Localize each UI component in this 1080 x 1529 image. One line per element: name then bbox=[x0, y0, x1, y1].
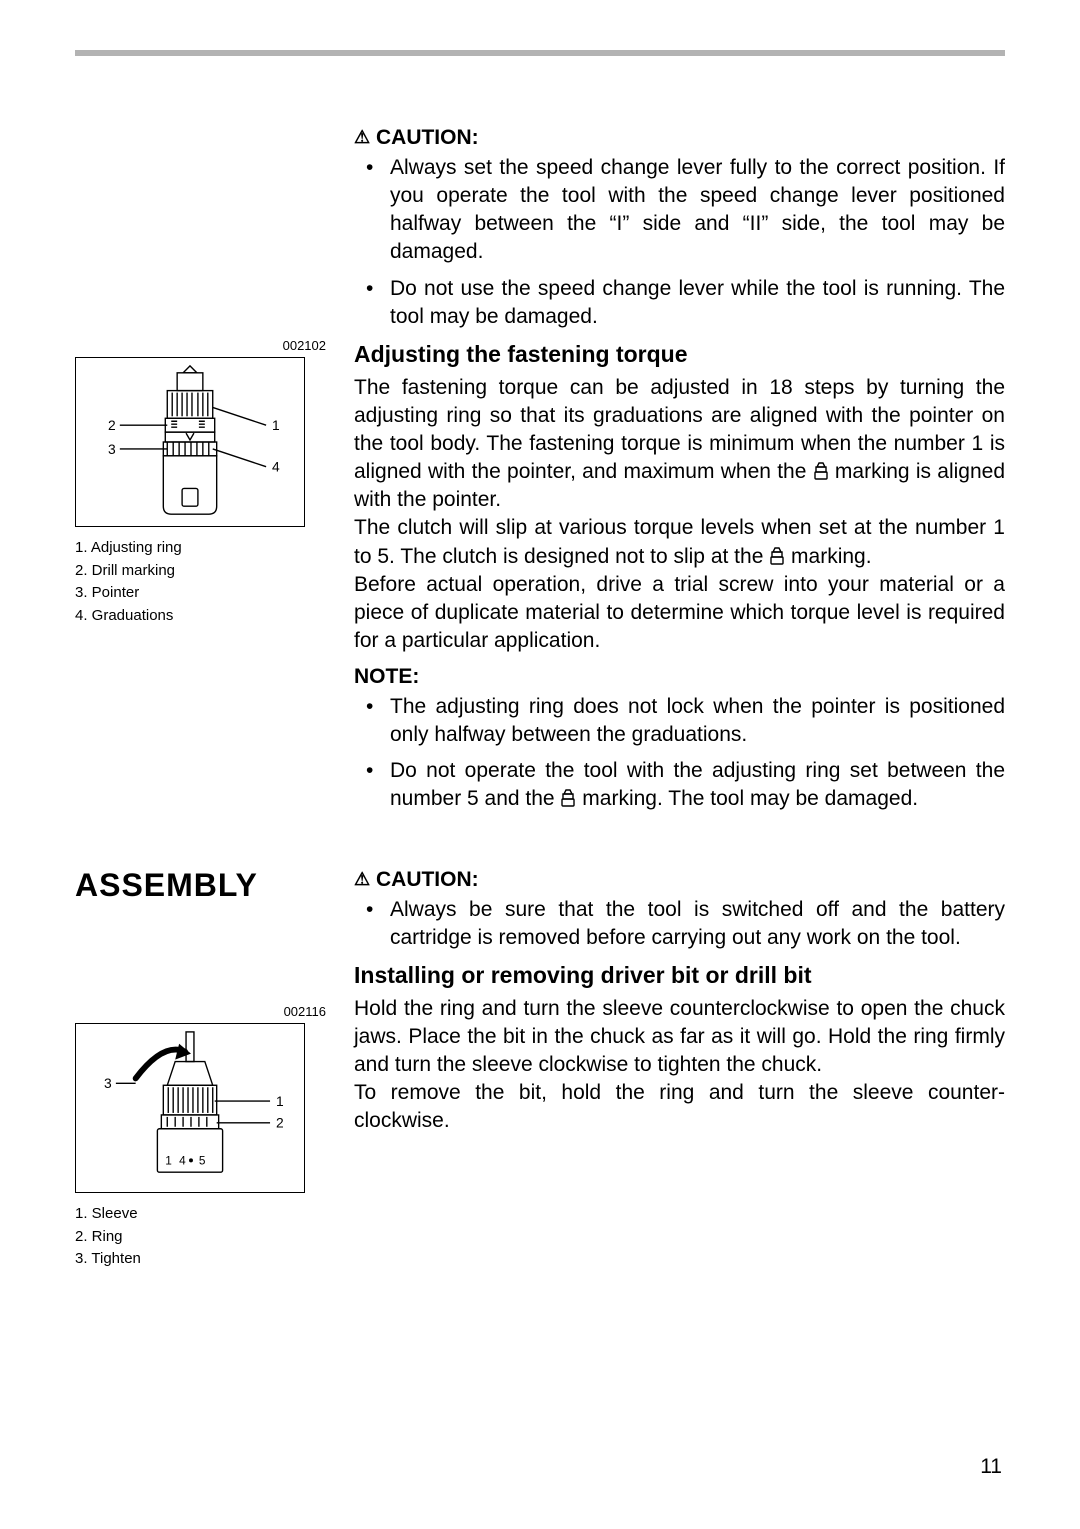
figure-2-legend: 1. Sleeve 2. Ring 3. Tighten bbox=[75, 1203, 330, 1271]
caution-1-list: Always set the speed change lever fully … bbox=[354, 154, 1005, 331]
svg-text:1: 1 bbox=[165, 1153, 172, 1167]
caution-label: CAUTION: bbox=[376, 868, 479, 891]
svg-text:5: 5 bbox=[199, 1153, 206, 1167]
legend-item: 3. Tighten bbox=[75, 1248, 330, 1271]
legend-item: 1. Adjusting ring bbox=[75, 537, 330, 560]
body-text: The fastening torque can be adjusted in … bbox=[354, 374, 1005, 515]
fig1-callout-2: 2 bbox=[108, 417, 116, 433]
figure-2-svg: 14 5 1 2 3 bbox=[76, 1024, 304, 1192]
drill-icon bbox=[769, 547, 785, 565]
body-text: To remove the bit, hold the ring and tur… bbox=[354, 1079, 1005, 1135]
fig1-callout-3: 3 bbox=[108, 441, 116, 457]
fig1-callout-1: 1 bbox=[272, 417, 280, 433]
legend-item: 2. Drill marking bbox=[75, 560, 330, 583]
fig1-callout-4: 4 bbox=[272, 459, 280, 475]
list-item: Do not operate the tool with the adjusti… bbox=[390, 757, 1005, 813]
list-item: The adjusting ring does not lock when th… bbox=[390, 693, 1005, 749]
figure-code: 002102 bbox=[75, 338, 330, 353]
section-assembly-title: ASSEMBLY bbox=[75, 867, 330, 904]
figure-1-legend: 1. Adjusting ring 2. Drill marking 3. Po… bbox=[75, 537, 330, 627]
list-item: Always set the speed change lever fully … bbox=[390, 154, 1005, 267]
body-text: Hold the ring and turn the sleeve counte… bbox=[354, 995, 1005, 1079]
svg-text:4: 4 bbox=[179, 1153, 186, 1167]
legend-item: 4. Graduations bbox=[75, 605, 330, 628]
figure-adjusting-ring: 002102 bbox=[75, 338, 330, 627]
drill-icon bbox=[560, 789, 576, 807]
figure-chuck: 002116 bbox=[75, 1004, 330, 1271]
note-heading: NOTE: bbox=[354, 665, 1005, 689]
fig2-callout-3: 3 bbox=[104, 1075, 112, 1091]
subheading-install-bit: Installing or removing driver bit or dri… bbox=[354, 962, 1005, 989]
legend-item: 2. Ring bbox=[75, 1226, 330, 1249]
fig2-callout-2: 2 bbox=[276, 1115, 284, 1131]
drill-icon bbox=[813, 462, 829, 480]
legend-item: 1. Sleeve bbox=[75, 1203, 330, 1226]
figure-code: 002116 bbox=[75, 1004, 330, 1019]
figure-1-svg: 1 2 3 4 bbox=[76, 358, 304, 526]
warning-icon: ⚠ bbox=[354, 127, 370, 147]
caution-heading-2: ⚠ CAUTION: bbox=[354, 868, 1005, 892]
caution-2-list: Always be sure that the tool is switched… bbox=[354, 896, 1005, 952]
list-item: Do not use the speed change lever while … bbox=[390, 275, 1005, 331]
note-list: The adjusting ring does not lock when th… bbox=[354, 693, 1005, 814]
left-column: 002102 bbox=[75, 126, 330, 1271]
fig2-callout-1: 1 bbox=[276, 1093, 284, 1109]
legend-item: 3. Pointer bbox=[75, 582, 330, 605]
subheading-adjusting-torque: Adjusting the fastening torque bbox=[354, 341, 1005, 368]
body-text: The clutch will slip at various torque l… bbox=[354, 514, 1005, 570]
page-number: 11 bbox=[980, 1455, 1002, 1479]
caution-heading: ⚠ CAUTION: bbox=[354, 126, 1005, 150]
right-column: ⚠ CAUTION: Always set the speed change l… bbox=[354, 126, 1005, 1271]
page-top-rule bbox=[75, 50, 1005, 56]
body-text: Before actual operation, drive a trial s… bbox=[354, 571, 1005, 655]
list-item: Always be sure that the tool is switched… bbox=[390, 896, 1005, 952]
warning-icon: ⚠ bbox=[354, 869, 370, 889]
caution-label: CAUTION: bbox=[376, 126, 479, 149]
